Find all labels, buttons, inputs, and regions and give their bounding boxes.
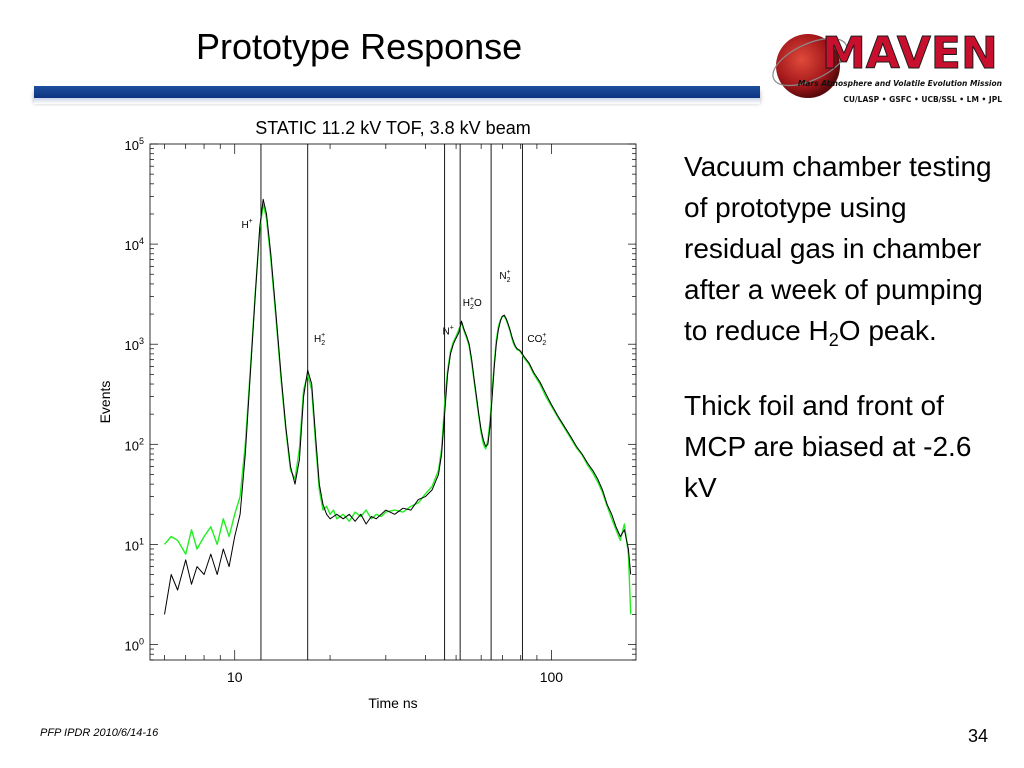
y-tick-label: 105 — [125, 136, 144, 153]
maven-logo: MAVEN Mars Atmosphere and Volatile Evolu… — [772, 28, 1002, 104]
logo-subtitle: Mars Atmosphere and Volatile Evolution M… — [798, 79, 1002, 88]
peak-label: H2+O — [463, 296, 482, 311]
footer-note: PFP IPDR 2010/6/14-16 — [40, 727, 159, 739]
title-underline-bar — [34, 86, 760, 98]
y-tick-label: 102 — [125, 436, 144, 453]
x-axis-label: Time ns — [368, 695, 417, 710]
slide-title: Prototype Response — [196, 26, 523, 67]
plot-frame — [149, 143, 637, 661]
description-p1-tail: O peak. — [838, 315, 937, 346]
logo-wordmark: MAVEN — [822, 28, 998, 79]
y-tick-label: 104 — [125, 236, 144, 253]
y-axis-label: Events — [97, 381, 113, 424]
y-tick-label: 101 — [125, 536, 144, 553]
peak-label: N+ — [442, 324, 453, 337]
description-paragraph-1: Vacuum chamber testing of prototype usin… — [684, 146, 1004, 351]
description-p1-main: Vacuum chamber testing of prototype usin… — [684, 151, 992, 346]
peak-label: H+ — [241, 218, 252, 231]
x-tick-label: 10 — [227, 669, 243, 685]
x-tick-label: 100 — [540, 669, 564, 685]
page-number: 34 — [968, 726, 989, 746]
tof-chart: STATIC 11.2 kV TOF, 3.8 kV beam 100 101 102… — [88, 110, 648, 711]
description-paragraph-2: Thick foil and front of MCP are biased a… — [684, 390, 972, 503]
description-text: Vacuum chamber testing of prototype usin… — [684, 146, 1004, 508]
peak-label: N2+ — [499, 269, 510, 284]
y-tick-label: 103 — [125, 336, 144, 353]
logo-partners: CU/LASP • GSFC • UCB/SSL • LM • JPL — [843, 95, 1002, 104]
description-p1-subscript: 2 — [828, 330, 839, 350]
peak-label: CO2+ — [527, 332, 546, 347]
series-green-line — [163, 203, 632, 615]
y-tick-label: 100 — [125, 636, 144, 653]
title-underline-shadow — [34, 98, 760, 104]
orbit-ring-icon — [772, 37, 848, 87]
mars-planet-icon — [776, 34, 840, 98]
tof-chart-svg: STATIC 11.2 kV TOF, 3.8 kV beam 100 101 102… — [97, 118, 637, 711]
chart-title: STATIC 11.2 kV TOF, 3.8 kV beam — [255, 118, 530, 138]
series-black-line — [164, 198, 632, 615]
peak-label: H2+ — [314, 332, 325, 347]
